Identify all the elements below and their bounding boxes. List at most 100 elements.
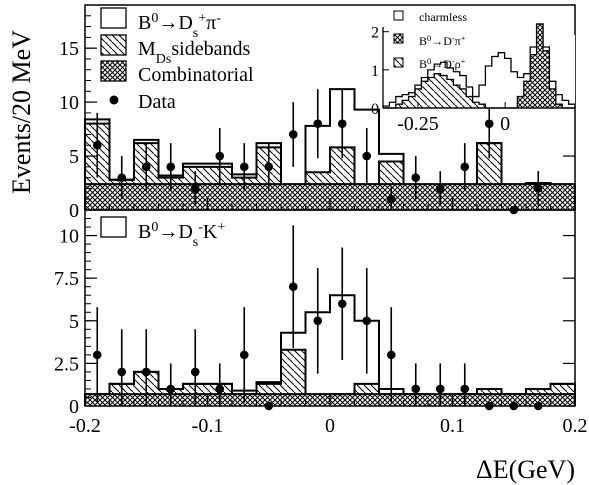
bottom-legend: B0→Ds-K+	[100, 216, 225, 250]
bottom-y-ticks: 0 2.5 5 7.5 10	[54, 209, 575, 418]
inset-bar	[415, 88, 422, 108]
inset-legend: charmless B0→D-π+ B0→D-ρ+	[393, 10, 467, 71]
top-data-points	[92, 89, 543, 215]
top-bar	[354, 184, 379, 210]
top-data-point	[533, 184, 543, 193]
legend-bottom-signal-label: B0→Ds-K+	[138, 220, 225, 250]
top-data-point	[117, 173, 127, 182]
bottom-bar	[256, 394, 281, 406]
legend-text-part: +	[461, 34, 466, 43]
legend-text-part: π	[455, 34, 461, 48]
inset-bar	[421, 81, 428, 108]
legend-text-part: M	[138, 38, 156, 60]
top-outline	[84, 183, 576, 210]
bottom-data-point	[411, 384, 421, 394]
x-tick-label: 0.1	[440, 415, 465, 437]
bottom-data-point	[386, 350, 396, 360]
inset-legend-charmless-label: charmless	[419, 10, 467, 24]
top-data-point	[460, 162, 470, 172]
legend-text-part: -	[452, 34, 455, 43]
legend-text-part: B	[419, 34, 427, 48]
inset-bar	[466, 96, 473, 108]
top-bar	[550, 184, 575, 210]
top-bar	[477, 184, 502, 210]
inset-bar	[498, 52, 505, 108]
top-data-point	[239, 162, 249, 172]
bottom-data-point	[92, 350, 102, 360]
bottom-bar	[330, 394, 355, 406]
inset-bar	[511, 71, 518, 108]
top-bar	[207, 184, 232, 210]
inset-bar	[485, 66, 492, 108]
top-outline	[84, 122, 576, 210]
bottom-bar	[550, 394, 575, 406]
top-y-tick-label: 0	[69, 200, 79, 222]
legend-text-part: -	[216, 11, 221, 26]
top-data-point	[264, 162, 274, 172]
bottom-data-point	[239, 350, 249, 360]
legend-sidebands-swatch	[100, 34, 127, 56]
bottom-y-tick-label: 2.5	[54, 353, 79, 375]
bottom-bar	[477, 394, 502, 406]
inset-x-tick-label: -0.25	[397, 113, 439, 135]
inset-legend-dpi-swatch	[393, 33, 404, 44]
top-data-point	[166, 162, 176, 172]
bottom-y-tick-label: 10	[59, 226, 79, 248]
top-data-point	[92, 140, 102, 150]
inset-bar	[453, 85, 460, 108]
bottom-data-point	[215, 384, 225, 394]
legend-sidebands-label: MDssidebands	[138, 38, 250, 67]
bottom-y-tick-label: 7.5	[54, 268, 79, 290]
bottom-data-point	[313, 316, 323, 326]
top-bar	[330, 184, 355, 210]
inset-bar	[402, 100, 409, 108]
legend-text-part: 0	[427, 57, 431, 66]
top-data-point	[411, 173, 421, 182]
inset-legend-drho-swatch	[393, 57, 404, 68]
inset-bar	[523, 81, 531, 108]
y-axis-label-group: Events/20 MeV	[7, 30, 36, 194]
legend-text-part: 0	[151, 11, 158, 26]
legend-text-part: Ds	[156, 52, 172, 67]
legend-text-part: B	[138, 12, 151, 34]
inset-bar	[530, 54, 537, 108]
legend-text-part: 0	[427, 34, 431, 43]
bottom-data-point	[166, 384, 176, 394]
bottom-panel: 02.557.510 B0→Ds-K+	[54, 209, 576, 418]
top-y-tick-label: 10	[59, 92, 79, 114]
inset-bar	[395, 96, 403, 108]
inset-y-tick-label: 2	[371, 25, 379, 42]
legend-text-part: →D	[158, 221, 192, 243]
top-data-point	[215, 151, 225, 161]
inset-bar	[543, 50, 550, 108]
legend-text-part: sidebands	[171, 38, 250, 60]
legend-text-part: s	[193, 26, 198, 41]
x-tick-label: 0.2	[563, 415, 588, 437]
inset-bar	[440, 75, 447, 108]
inset-bar	[562, 100, 569, 108]
bottom-data-point	[190, 367, 200, 377]
inset-legend-dpi-label: B0→D-π+	[419, 34, 466, 49]
legend-text-part: B	[138, 221, 151, 243]
top-bar	[305, 184, 330, 210]
legend-data-marker	[109, 95, 119, 105]
legend-text-part: →D	[431, 34, 452, 48]
inset-bar	[504, 58, 511, 108]
inset-x-tick-label: 0	[500, 113, 510, 135]
bottom-data-point	[435, 384, 445, 394]
legend-text-part: -	[452, 57, 455, 66]
legend-bottom-signal-swatch	[100, 216, 127, 238]
legend-text-part: →D	[158, 12, 192, 34]
bottom-bar	[501, 394, 526, 406]
inset-bar	[549, 88, 556, 108]
top-y-tick-label: 15	[59, 38, 79, 60]
bottom-stack-layers	[84, 294, 576, 406]
top-data-point	[190, 184, 200, 193]
inset-legend-charmless-swatch	[393, 10, 404, 21]
x-axis-label: ΔE(GeV)	[476, 455, 575, 484]
x-tick-label: -0.2	[69, 415, 101, 437]
x-tick-label: -0.1	[192, 415, 224, 437]
inset-bar	[472, 102, 479, 108]
x-tick-label: 0	[325, 415, 335, 437]
legend-text-part: -	[198, 220, 203, 235]
